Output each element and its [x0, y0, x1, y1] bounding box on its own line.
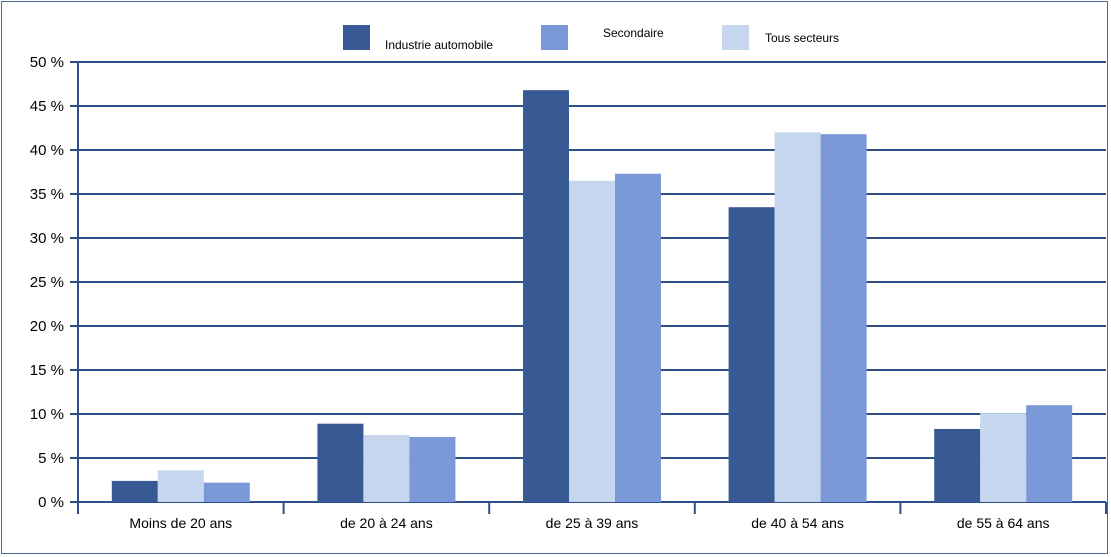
y-tick-label: 35 %: [30, 186, 64, 203]
y-tick-label: 5 %: [38, 450, 64, 467]
x-tick-label: de 55 à 64 ans: [957, 515, 1050, 531]
y-tick-label: 30 %: [30, 230, 64, 247]
bar: [569, 180, 615, 503]
bar: [615, 173, 661, 502]
legend: Industrie automobile Secondaire Tous secte…: [343, 25, 839, 52]
bar: [1026, 405, 1073, 502]
bar: [523, 90, 569, 502]
y-tick-label: 0 %: [38, 494, 64, 511]
y-tick-label: 45 %: [30, 98, 64, 115]
y-tick-label: 25 %: [30, 274, 64, 291]
x-tick-label: Moins de 20 ans: [129, 515, 232, 531]
x-tick-label: de 20 à 24 ans: [340, 515, 433, 531]
bar: [157, 470, 204, 502]
y-tick-label: 10 %: [30, 406, 64, 423]
bar: [934, 428, 981, 502]
y-tick-label: 40 %: [30, 142, 64, 159]
legend-swatch: [541, 25, 568, 50]
bar: [363, 435, 410, 502]
bar: [409, 436, 456, 502]
legend-label: Industrie automobile: [385, 38, 493, 52]
legend-swatch: [722, 25, 749, 50]
bar: [111, 480, 158, 502]
legend-swatch: [343, 25, 370, 50]
y-tick-label: 20 %: [30, 318, 64, 335]
bar: [980, 413, 1027, 502]
legend-label: Tous secteurs: [765, 31, 839, 45]
x-tick-label: de 40 à 54 ans: [751, 515, 844, 531]
bar: [728, 207, 775, 502]
bars: [111, 90, 1073, 503]
x-tick-label: de 25 à 39 ans: [546, 515, 639, 531]
x-axis: Moins de 20 ans de 20 à 24 ans de 25 à 39 …: [70, 501, 1107, 531]
bar: [774, 132, 821, 502]
bar: [317, 423, 364, 502]
bar: [203, 482, 250, 502]
legend-label: Secondaire: [603, 26, 664, 40]
y-axis: 0 % 5 % 10 % 15 % 20 % 25 % 30 % 35 % 40 % 45 % 50…: [30, 54, 79, 512]
y-tick-label: 50 %: [30, 54, 64, 71]
y-tick-label: 15 %: [30, 362, 64, 379]
bar: [820, 134, 867, 502]
